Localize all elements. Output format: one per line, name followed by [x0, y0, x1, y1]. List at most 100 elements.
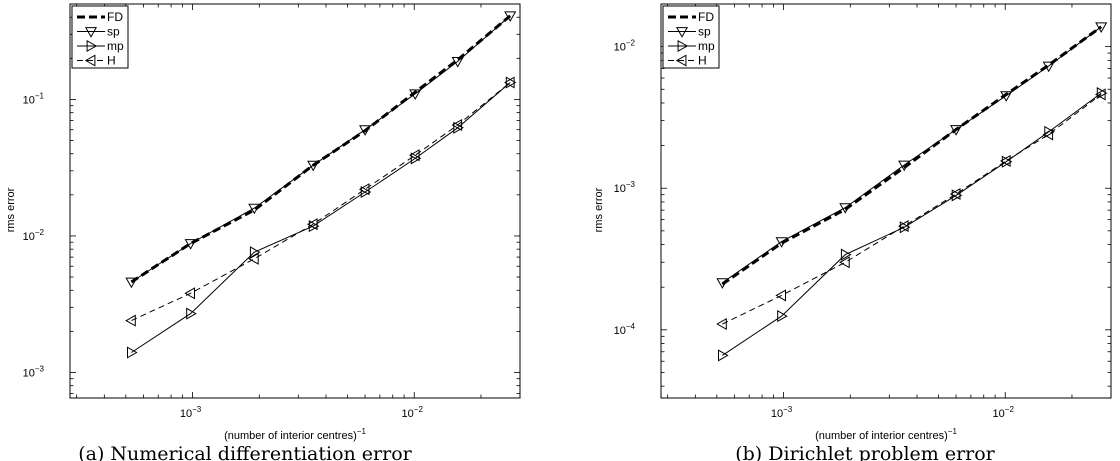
data-point-mp	[777, 310, 788, 323]
data-point-mp	[453, 121, 464, 134]
legend-label: mp	[107, 39, 124, 53]
data-point-sp	[125, 277, 138, 289]
legend-marker-H	[84, 54, 96, 67]
x-tick-label: 10−3	[771, 405, 793, 420]
data-point-sp	[248, 203, 261, 215]
data-point-mp	[186, 307, 197, 320]
chart-panel-a: 10−3 10−210−310−210−1(number of interior …	[5, 3, 521, 461]
y-tick-exponent: −1	[35, 91, 45, 100]
data-point-sp	[184, 239, 197, 250]
x-tick-base: 10	[180, 408, 192, 420]
series-group	[716, 22, 1108, 362]
data-point-mp	[951, 189, 963, 202]
legend-marker-sp	[84, 27, 98, 38]
x-tick-exponent: −3	[783, 405, 793, 414]
data-point-mp	[840, 248, 852, 261]
data-point-H	[897, 220, 909, 233]
data-point-H	[716, 317, 727, 331]
series-line-FD	[130, 14, 512, 284]
data-point-sp	[950, 125, 963, 136]
data-point-sp	[359, 125, 372, 136]
x-tick-label: 10−2	[402, 405, 424, 420]
data-point-H	[999, 154, 1011, 167]
legend-marker-mp	[86, 39, 98, 53]
data-point-H	[775, 289, 786, 302]
y-tick-exponent: −3	[626, 180, 636, 189]
x-axis-label-text: (number of interior centres)	[815, 430, 948, 442]
y-tick-exponent: −2	[35, 228, 45, 237]
x-tick-exponent: −2	[1005, 405, 1015, 414]
legend-label: H	[698, 54, 707, 68]
data-point-mp	[249, 246, 261, 259]
data-point-sp	[307, 160, 320, 172]
y-tick-label: 10−2	[614, 39, 636, 54]
legend-label: H	[107, 54, 116, 68]
legend-marker-mp	[677, 39, 689, 53]
x-axis-label-exponent: −1	[948, 427, 958, 436]
x-tick-exponent: −3	[192, 405, 202, 414]
x-axis-label: (number of interior centres)−1	[224, 427, 366, 442]
data-point-sp	[409, 89, 422, 101]
y-tick-label: 10−3	[614, 180, 636, 195]
x-tick-label: 10−2	[993, 405, 1015, 420]
legend-label: FD	[107, 10, 123, 24]
plot-frame	[69, 3, 521, 399]
data-point-H	[839, 256, 850, 269]
data-point-H	[184, 287, 195, 300]
data-point-sp	[839, 203, 852, 214]
figure-caption: (b) Dirichlet problem error	[735, 443, 995, 461]
data-point-H	[248, 252, 259, 265]
legend-marker-sp	[675, 27, 689, 38]
series-line-FD	[721, 25, 1103, 286]
y-tick-base: 10	[614, 325, 626, 337]
y-axis-label: rms error	[593, 187, 605, 232]
data-point-H	[1042, 128, 1054, 141]
figure-caption: (a) Numerical differentiation error	[78, 443, 412, 461]
data-point-mp	[1044, 125, 1055, 138]
x-tick-exponent: −2	[414, 405, 424, 414]
y-tick-exponent: −2	[626, 39, 636, 48]
data-point-H	[949, 187, 961, 201]
data-point-sp	[898, 160, 911, 172]
data-point-H	[1094, 88, 1106, 101]
data-point-H	[451, 118, 463, 132]
data-point-sp	[504, 11, 517, 23]
series-line-H	[131, 82, 511, 322]
y-tick-label: 10−2	[23, 228, 45, 243]
data-point-H	[503, 76, 515, 89]
legend-label: FD	[698, 10, 714, 24]
chart-panel-b: 10−3 10−210−410−310−2(number of interior …	[593, 3, 1112, 461]
data-point-H	[306, 218, 318, 231]
data-point-sp	[716, 278, 729, 289]
y-tick-base: 10	[23, 231, 35, 243]
data-point-mp	[505, 76, 517, 89]
series-line-mp	[722, 92, 1102, 356]
y-tick-label: 10−4	[614, 322, 636, 337]
plot-frame	[660, 3, 1112, 399]
data-point-sp	[1042, 61, 1055, 73]
y-tick-label: 10−1	[23, 91, 45, 106]
x-axis-label-text: (number of interior centres)	[224, 430, 357, 442]
y-tick-label: 10−3	[23, 364, 45, 379]
x-tick-base: 10	[993, 408, 1005, 420]
x-axis-label: (number of interior centres)−1	[815, 427, 957, 442]
y-tick-base: 10	[614, 183, 626, 195]
y-tick-base: 10	[23, 367, 35, 379]
legend-label: mp	[698, 39, 715, 53]
data-point-mp	[127, 346, 138, 359]
y-tick-base: 10	[23, 94, 35, 106]
data-point-sp	[451, 57, 464, 68]
x-axis-label-exponent: −1	[357, 427, 367, 436]
x-tick-base: 10	[771, 408, 783, 420]
x-tick-base: 10	[402, 408, 414, 420]
data-point-mp	[718, 349, 729, 362]
y-tick-base: 10	[614, 42, 626, 54]
data-point-sp	[1000, 91, 1013, 102]
y-axis-label: rms error	[5, 187, 17, 232]
y-tick-exponent: −3	[35, 364, 45, 373]
data-point-sp	[775, 237, 788, 248]
series-line-sp	[722, 26, 1102, 284]
